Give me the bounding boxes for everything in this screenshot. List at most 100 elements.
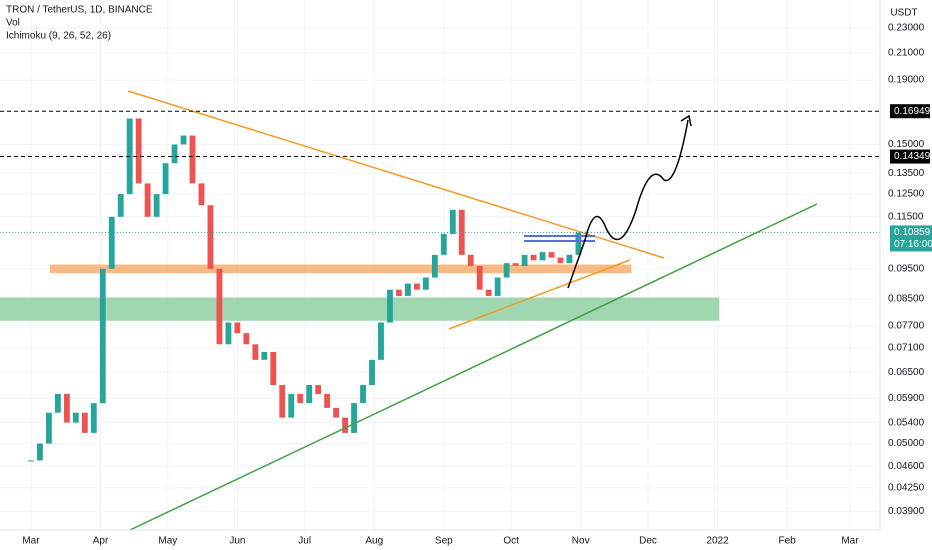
last-price-label: 0.10859 (894, 227, 931, 238)
x-tick-label: May (158, 536, 177, 547)
candle (422, 277, 429, 290)
x-tick-label: Aug (365, 536, 383, 547)
candle (37, 443, 43, 461)
price-label: 0.14349 (894, 151, 931, 162)
candle (351, 403, 357, 433)
y-tick-label: 0.12500 (888, 189, 925, 200)
candle (171, 144, 178, 164)
x-tick-label: Jun (229, 536, 245, 547)
candle (458, 209, 465, 255)
candle (557, 257, 564, 264)
candle (81, 412, 88, 433)
candle (315, 385, 322, 394)
price-label-bg (890, 149, 930, 164)
trendline (127, 90, 665, 259)
y-tick-label: 0.08500 (888, 294, 925, 305)
x-tick-label: Apr (93, 536, 109, 547)
candle (566, 254, 573, 264)
candle (387, 289, 393, 323)
candle (225, 322, 232, 345)
price-label-bg (890, 104, 930, 119)
unit-label: USDT (890, 8, 917, 19)
projection-arrow (567, 119, 689, 289)
candle (234, 322, 241, 334)
trendline (448, 259, 631, 330)
axis: 0.23000 0.21000 0.19000 0.15000 0.13500 0.125… (22, 23, 924, 547)
y-tick-label: 0.07700 (888, 321, 925, 332)
candle (297, 393, 304, 404)
candle (431, 254, 438, 278)
candle (63, 393, 70, 423)
candle (243, 333, 250, 345)
y-tick-label: 0.05000 (888, 438, 925, 449)
chart-title: TRON / TetherUS, 1D, BINANCE (6, 5, 153, 16)
indicator-label: Vol (6, 18, 20, 29)
candle (207, 205, 214, 269)
candle (198, 183, 205, 206)
candle (180, 135, 187, 145)
x-tick-label: 2022 (706, 536, 729, 547)
candle (306, 385, 313, 404)
drawings (127, 90, 818, 531)
candle (369, 359, 375, 386)
candle (99, 268, 106, 404)
candle (54, 393, 61, 413)
candle (117, 194, 124, 217)
candle (270, 351, 277, 386)
candle (530, 254, 537, 261)
candle (108, 216, 115, 269)
candle (404, 283, 411, 296)
candle (189, 135, 196, 184)
candle (90, 403, 97, 433)
candle (485, 289, 492, 296)
y-tick-label: 0.23000 (888, 23, 925, 34)
candle (324, 393, 331, 408)
y-tick-label: 0.13500 (888, 168, 925, 179)
x-tick-label: Nov (572, 536, 590, 547)
candle (342, 417, 349, 433)
x-tick-label: Oct (503, 536, 519, 547)
y-tick-label: 0.19000 (888, 75, 925, 86)
candle (288, 393, 295, 418)
candle (252, 344, 259, 360)
y-tick-label: 0.07100 (888, 343, 925, 354)
x-tick-label: Jul (298, 536, 311, 547)
y-tick-label: 0.04600 (888, 461, 925, 472)
candle (279, 385, 286, 418)
y-tick-label: 0.05900 (888, 393, 925, 404)
y-tick-label: 0.09500 (888, 263, 925, 274)
y-tick-label: 0.21000 (888, 48, 925, 59)
candle (378, 322, 384, 360)
candle (333, 407, 340, 418)
candle (162, 163, 169, 195)
candle (135, 118, 142, 184)
last-price-bg (890, 225, 932, 252)
candle (360, 385, 366, 404)
candles (28, 118, 582, 462)
candle (521, 254, 528, 266)
candle (503, 263, 510, 278)
indicator-label: Ichimoku (9, 26, 52, 26) (6, 31, 111, 42)
x-tick-label: Dec (639, 536, 657, 547)
y-tick-label: 0.03900 (888, 506, 925, 517)
candle (45, 412, 52, 444)
candle (512, 263, 519, 266)
x-tick-label: Feb (778, 536, 796, 547)
zone (49, 264, 632, 274)
zones (0, 264, 720, 321)
y-tick-label: 0.11500 (888, 211, 924, 222)
candle (575, 232, 582, 255)
candle (396, 289, 402, 296)
price-label: 0.16949 (894, 106, 931, 117)
y-tick-label: 0.15000 (888, 139, 925, 150)
trendline (129, 203, 818, 531)
candle (153, 194, 160, 217)
candle (413, 283, 420, 290)
candle (440, 233, 447, 255)
candle (261, 351, 268, 360)
candle (467, 254, 474, 266)
x-tick-label: Mar (841, 536, 859, 547)
x-tick-label: Mar (22, 536, 40, 547)
